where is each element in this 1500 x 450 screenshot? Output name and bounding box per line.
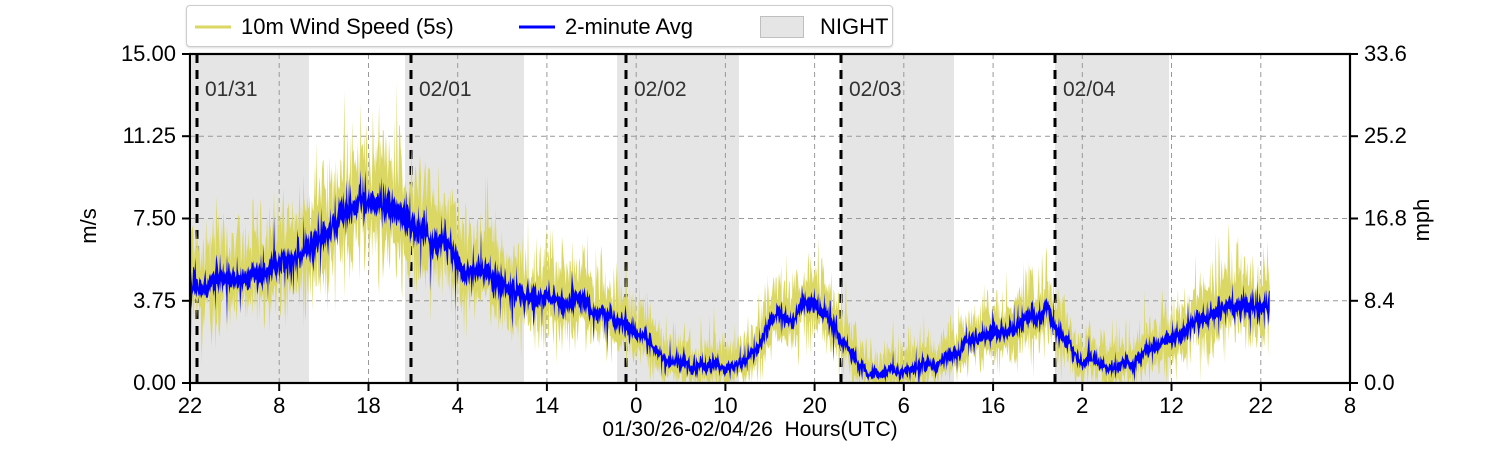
svg-text:7.50: 7.50	[133, 206, 176, 231]
svg-text:25.2: 25.2	[1364, 123, 1407, 148]
svg-text:02/03: 02/03	[849, 78, 902, 101]
svg-text:15.00: 15.00	[121, 41, 176, 66]
svg-text:6: 6	[898, 393, 910, 418]
svg-text:8: 8	[273, 393, 285, 418]
svg-text:16.8: 16.8	[1364, 206, 1407, 231]
svg-text:18: 18	[356, 393, 380, 418]
svg-text:11.25: 11.25	[123, 123, 176, 148]
svg-text:2: 2	[1076, 393, 1088, 418]
svg-text:mph: mph	[1409, 199, 1434, 242]
svg-text:8: 8	[1344, 393, 1356, 418]
svg-text:12: 12	[1159, 393, 1183, 418]
svg-text:4: 4	[452, 393, 464, 418]
svg-text:02/02: 02/02	[634, 78, 687, 101]
svg-text:33.6: 33.6	[1364, 41, 1407, 66]
svg-text:20: 20	[802, 393, 826, 418]
svg-text:02/04: 02/04	[1063, 78, 1116, 101]
svg-text:8.4: 8.4	[1364, 288, 1395, 313]
svg-text:02/01: 02/01	[419, 78, 472, 101]
svg-text:01/31: 01/31	[205, 78, 258, 101]
svg-text:0.0: 0.0	[1364, 370, 1395, 395]
svg-text:m/s: m/s	[76, 208, 101, 243]
svg-text:14: 14	[535, 393, 559, 418]
svg-text:3.75: 3.75	[133, 288, 176, 313]
svg-text:22: 22	[178, 393, 202, 418]
svg-text:22: 22	[1249, 393, 1273, 418]
svg-text:0: 0	[630, 393, 642, 418]
svg-text:16: 16	[981, 393, 1005, 418]
svg-text:0.00: 0.00	[133, 370, 176, 395]
svg-text:10: 10	[713, 393, 737, 418]
